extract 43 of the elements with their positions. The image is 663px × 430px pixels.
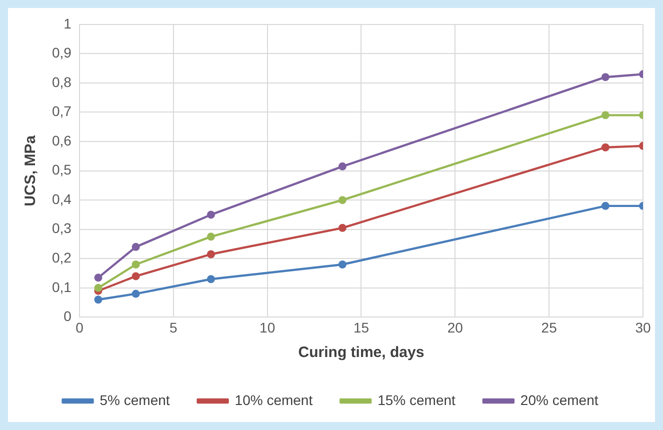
y-tick-label: 0 xyxy=(64,308,72,324)
point xyxy=(601,111,610,120)
point xyxy=(601,73,610,82)
point xyxy=(601,202,610,210)
x-tick-label: 10 xyxy=(260,319,276,336)
y-tick-label: 0,2 xyxy=(52,250,72,266)
point xyxy=(338,260,346,268)
y-tick-label: 0,5 xyxy=(52,162,72,178)
point xyxy=(206,210,215,219)
point xyxy=(601,143,610,152)
point xyxy=(132,260,140,268)
legend-label: 15% cement xyxy=(378,392,456,408)
point xyxy=(206,232,215,241)
point xyxy=(132,242,140,251)
x-axis-title: Curing time, days xyxy=(298,344,424,362)
y-tick-label: 0,7 xyxy=(52,103,72,120)
y-tick-label: 0,1 xyxy=(52,278,72,295)
point xyxy=(206,250,215,258)
x-tick-label: 20 xyxy=(447,319,464,336)
point xyxy=(206,275,215,284)
point xyxy=(132,272,140,280)
point xyxy=(94,284,102,292)
point xyxy=(132,290,140,298)
y-tick-label: 1 xyxy=(64,15,72,32)
y-tick-label: 0,9 xyxy=(52,44,72,61)
point xyxy=(338,224,346,232)
point xyxy=(338,162,346,170)
y-axis-title: UCS, MPa xyxy=(22,134,40,206)
legend-label: 10% cement xyxy=(234,392,313,408)
y-tick-label: 0,3 xyxy=(52,220,72,236)
legend-label: 20% cement xyxy=(520,392,598,408)
y-tick-label: 0,8 xyxy=(52,74,72,90)
y-tick-label: 0,4 xyxy=(52,190,72,207)
y-tick-label: 0,6 xyxy=(52,132,72,148)
x-tick-label: 15 xyxy=(353,319,370,336)
point xyxy=(94,274,102,282)
x-tick-label: 25 xyxy=(541,319,558,336)
x-tick-label: 0 xyxy=(76,319,84,336)
legend-label: 5% cement xyxy=(100,392,170,408)
x-tick-label: 30 xyxy=(635,319,651,336)
x-tick-label: 5 xyxy=(169,319,178,336)
point xyxy=(94,296,102,304)
point xyxy=(338,196,346,204)
